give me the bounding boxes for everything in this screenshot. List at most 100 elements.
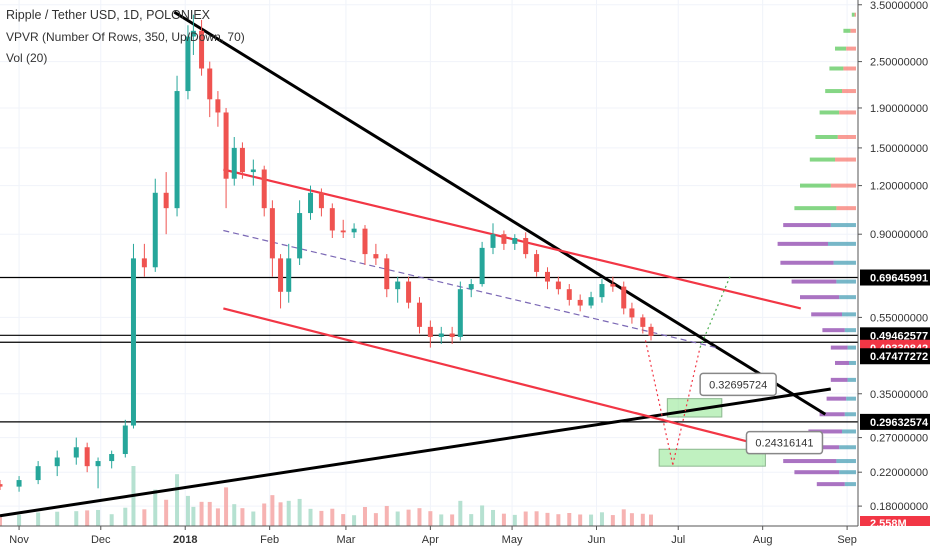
price-callout-box	[745, 430, 824, 455]
time-axis-label: Dec	[91, 534, 111, 546]
time-axis-background	[0, 526, 932, 550]
volume-profile-down-bar	[850, 28, 856, 33]
volume-bar	[501, 513, 506, 526]
time-axis-label: Sep	[837, 534, 857, 546]
volume-bar	[512, 514, 517, 526]
candle-body	[185, 36, 191, 92]
price-tag-label: 0.69645991	[870, 273, 928, 285]
candle-body	[199, 30, 205, 69]
candle-body	[395, 281, 401, 290]
volume-profile-up-bar	[815, 134, 838, 139]
price-axis-label: 0.27000000	[870, 433, 928, 445]
trendline-red-lower-channel	[223, 307, 758, 446]
volume-profile-up-bar	[822, 328, 845, 333]
price-axis-label: 1.90000000	[870, 103, 928, 115]
candle-body	[534, 254, 540, 272]
candle-body	[308, 192, 314, 214]
candle-body	[648, 326, 654, 336]
volume-bar	[458, 500, 463, 526]
volume-profile-down-bar	[844, 482, 856, 487]
volume-profile-down-bar	[843, 66, 856, 71]
volume-bar	[270, 495, 275, 526]
volume-bar	[395, 511, 400, 526]
time-axis-label: Aug	[753, 534, 773, 546]
price-tag-label: 0.29632574	[870, 417, 929, 429]
candle-body	[250, 169, 256, 173]
volume-bar	[191, 506, 196, 526]
volume-bar	[55, 511, 60, 526]
price-tag-label: 0.47477272	[870, 351, 928, 363]
candle-body	[406, 281, 412, 303]
price-axis-label: 0.90000000	[870, 229, 928, 241]
volume-bar	[534, 511, 539, 526]
price-axis-label: 1.20000000	[870, 181, 928, 193]
volume-profile-down-bar	[842, 312, 856, 317]
price-callout-label: 0.32695724	[709, 379, 767, 391]
volume-bar	[621, 509, 626, 526]
candle-body	[152, 192, 158, 268]
candle-body	[215, 99, 221, 113]
volume-profile-up-bar	[830, 377, 848, 382]
time-axis-label: Jul	[671, 534, 685, 546]
candle-body	[318, 192, 324, 209]
volume-profile-down-bar	[847, 345, 856, 350]
candle-body	[84, 447, 90, 467]
volume-bar	[352, 515, 357, 526]
candle-body	[457, 289, 463, 337]
candle-body	[163, 192, 169, 209]
candle-body	[351, 228, 357, 233]
volume-bar	[185, 495, 190, 526]
volume-profile-up-bar	[819, 110, 840, 115]
candle-body	[599, 284, 605, 298]
candle-body	[621, 286, 627, 309]
candle-body	[0, 484, 3, 487]
volume-bar	[640, 513, 645, 526]
candle-body	[261, 169, 267, 209]
price-axis-label: 1.50000000	[870, 143, 928, 155]
volume-profile-down-bar	[828, 241, 856, 246]
volume-profile-up-bar	[816, 482, 845, 487]
candle-body	[577, 299, 583, 306]
volume-bar	[578, 514, 583, 526]
volume-bar	[262, 503, 267, 526]
volume-bar	[417, 508, 422, 526]
volume-bar	[164, 499, 169, 526]
volume-profile-down-bar	[836, 206, 856, 211]
volume-profile-up-bar	[783, 223, 831, 228]
time-axis-label: Apr	[422, 534, 439, 546]
volume-bar	[278, 502, 283, 526]
volume-bar	[330, 508, 335, 526]
candle-body	[523, 237, 529, 255]
volume-bar	[96, 509, 101, 526]
volume-profile-down-bar	[837, 134, 856, 139]
volume-profile-up-bar	[808, 429, 842, 434]
volume-bar	[142, 509, 147, 526]
volume-bar	[450, 514, 455, 526]
projection-path	[644, 340, 674, 465]
volume-profile-up-bar	[783, 459, 837, 464]
price-tag-background	[860, 269, 930, 286]
candle-body	[278, 258, 284, 292]
volume-bar	[428, 511, 433, 526]
volume-bar	[439, 514, 444, 526]
volume-bar	[599, 512, 604, 526]
volume-bar	[207, 501, 212, 526]
candle-body	[438, 333, 444, 337]
volume-profile-up-bar	[794, 470, 840, 475]
volume-profile-up-bar	[835, 46, 847, 51]
candle-body	[555, 281, 561, 290]
volume-profile-up-bar	[794, 206, 837, 211]
volume-bar	[491, 509, 496, 526]
price-axis-label: 0.55000000	[870, 312, 928, 324]
candle-body	[122, 425, 128, 455]
volume-profile-up-bar	[825, 89, 842, 94]
volume-profile-down-bar	[836, 279, 856, 284]
trendline-black-descending	[173, 10, 827, 416]
candle-body	[54, 457, 60, 467]
price-tag-label: 0.49462577	[870, 330, 928, 342]
volume-profile-down-bar	[839, 470, 856, 475]
volume-bar	[523, 511, 528, 526]
candle-body	[566, 289, 572, 300]
